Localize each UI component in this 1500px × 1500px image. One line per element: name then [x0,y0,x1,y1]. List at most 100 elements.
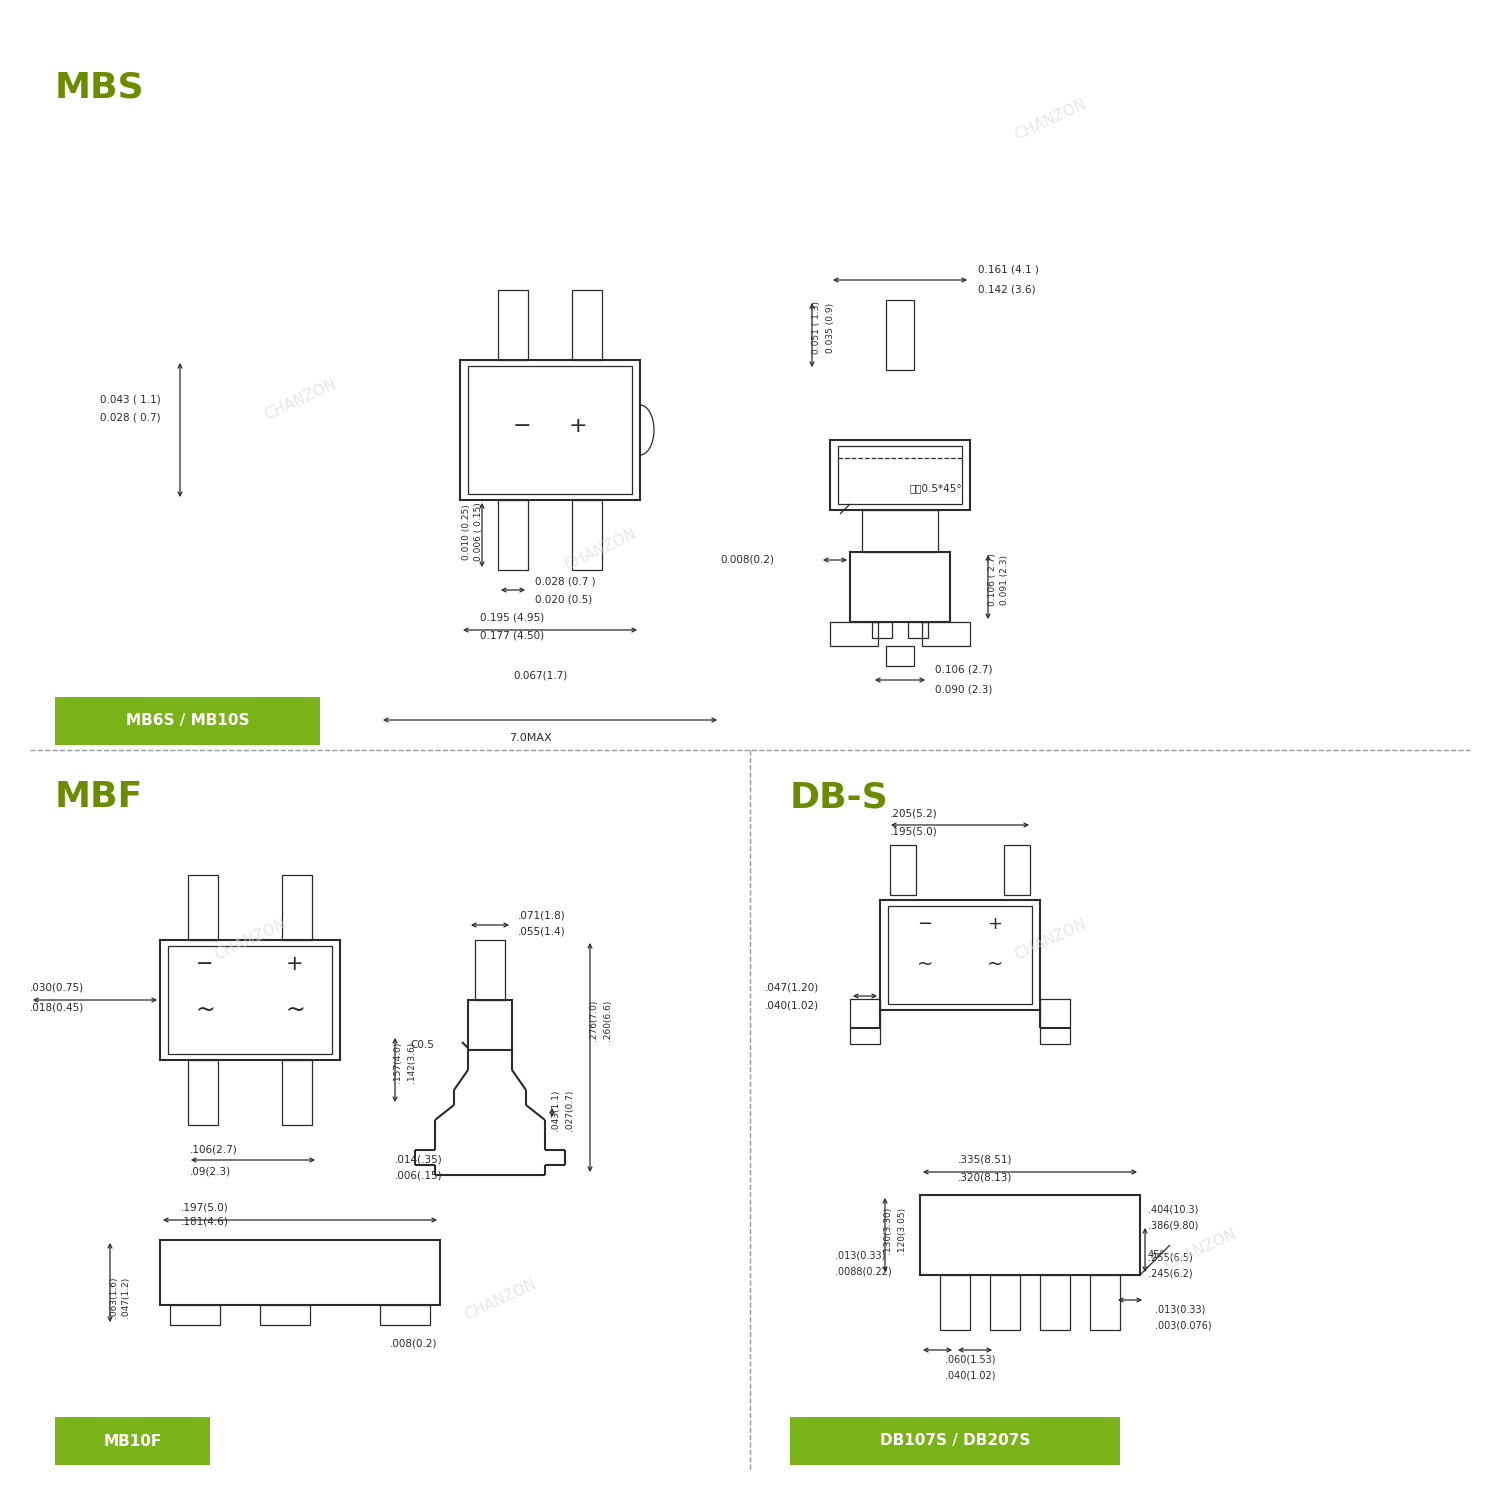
Text: CHANZON: CHANZON [462,1276,538,1323]
Text: CHANZON: CHANZON [261,376,339,423]
Text: 0.106 (2.7): 0.106 (2.7) [934,664,993,675]
Bar [886,300,914,370]
Bar [572,290,602,360]
Bar [460,360,640,500]
Text: 7.0MAX: 7.0MAX [509,734,552,742]
Text: .120(3.05): .120(3.05) [897,1206,906,1254]
Text: 0.195 (4.95): 0.195 (4.95) [480,614,544,622]
Text: MB6S / MB10S: MB6S / MB10S [126,714,249,729]
Text: CHANZON: CHANZON [1011,98,1089,142]
Text: 0.028 ( 0.7): 0.028 ( 0.7) [100,413,160,423]
Text: .09(2.3): .09(2.3) [190,1167,231,1178]
Bar [56,1418,210,1466]
Text: .013(0.33): .013(0.33) [1155,1305,1206,1316]
Text: .404(10.3): .404(10.3) [1148,1204,1198,1215]
Bar [830,622,878,646]
Text: .027(0.7): .027(0.7) [564,1089,573,1131]
Bar [282,874,312,940]
Bar [1040,1275,1070,1330]
Bar [990,1275,1020,1330]
Bar [839,446,962,504]
Text: .106(2.7): .106(2.7) [190,1144,237,1155]
Text: .047(1.2): .047(1.2) [122,1276,130,1317]
Bar [260,1305,310,1324]
Bar [850,999,880,1044]
Text: .055(1.4): .055(1.4) [518,927,566,938]
Text: .245(6.2): .245(6.2) [1148,1269,1192,1280]
Text: .040(1.02): .040(1.02) [765,1000,819,1010]
Text: .276(7.0): .276(7.0) [590,999,598,1041]
Text: MBS: MBS [56,70,144,104]
Text: .018(0.45): .018(0.45) [30,1004,84,1013]
Text: 倒角0.5*45°: 倒角0.5*45° [910,483,963,494]
Text: 0.106 ( 2.7): 0.106 ( 2.7) [987,554,996,606]
Text: 0.043 ( 1.1): 0.043 ( 1.1) [100,394,160,405]
Text: CHANZON: CHANZON [561,526,639,573]
Text: ~: ~ [987,954,1004,974]
Text: .014(.35): .014(.35) [394,1155,442,1166]
Bar [922,622,970,646]
Bar [188,1060,218,1125]
Bar [920,1196,1140,1275]
Text: .060(1.53): .060(1.53) [945,1354,996,1365]
Text: .335(8.51): .335(8.51) [958,1155,1012,1166]
Text: −: − [918,915,933,933]
Text: .255(6.5): .255(6.5) [1148,1252,1192,1263]
Text: DB107S / DB207S: DB107S / DB207S [880,1434,1031,1449]
Text: .130(3.30): .130(3.30) [884,1206,892,1254]
Bar [168,946,332,1054]
Bar [160,940,340,1060]
Bar [56,698,320,746]
Text: .047(1.20): .047(1.20) [765,982,819,993]
Text: 0.142 (3.6): 0.142 (3.6) [978,285,1035,296]
Text: .142(3.6): .142(3.6) [406,1041,416,1083]
Text: CHANZON: CHANZON [211,916,288,963]
Text: .260(6.6): .260(6.6) [603,999,612,1041]
Text: 0.161 (4.1 ): 0.161 (4.1 ) [978,266,1040,274]
Text: .071(1.8): .071(1.8) [518,910,566,920]
Text: −: − [196,954,213,974]
Text: 0.035 (0.9): 0.035 (0.9) [825,303,834,352]
Bar [850,552,950,622]
Text: 0.051 ( 1.3): 0.051 ( 1.3) [813,302,822,354]
Text: ~: ~ [285,998,304,1022]
Text: .205(5.2): .205(5.2) [890,808,938,819]
Bar [498,500,528,570]
Text: 0.010 (0.25): 0.010 (0.25) [462,504,471,560]
Text: CHANZON: CHANZON [1161,1227,1239,1274]
Text: 0.006 ( 0.15): 0.006 ( 0.15) [474,503,483,561]
Text: .013(0.33): .013(0.33) [836,1250,885,1260]
Bar [880,900,1040,1010]
Bar [908,622,928,638]
Text: .003(0.076): .003(0.076) [1155,1322,1212,1330]
Bar [871,622,892,638]
Bar [572,500,602,570]
Bar [468,1000,512,1050]
Text: −: − [513,416,531,436]
Text: 0.090 (2.3): 0.090 (2.3) [934,686,993,694]
Text: .006(.15): .006(.15) [394,1170,442,1180]
Bar [170,1305,220,1324]
Text: .0088(0.22): .0088(0.22) [836,1266,891,1276]
Bar [890,844,916,895]
Text: .043(1.1): .043(1.1) [552,1089,561,1131]
Text: DB-S: DB-S [790,780,888,814]
Text: MBF: MBF [56,780,144,814]
Bar [886,646,914,666]
Bar [862,510,938,552]
Text: .040(1.02): .040(1.02) [945,1371,996,1382]
Text: 0.067(1.7): 0.067(1.7) [513,670,567,680]
Text: 0.091 (2.3): 0.091 (2.3) [1000,555,1010,604]
Bar [498,290,528,360]
Bar [380,1305,430,1324]
Text: .063(1.6): .063(1.6) [108,1276,117,1318]
Bar [468,366,632,494]
Text: 0.008(0.2): 0.008(0.2) [720,555,774,566]
Text: .030(0.75): .030(0.75) [30,982,84,993]
Text: +: + [568,416,588,436]
Text: 0.177 (4.50): 0.177 (4.50) [480,632,544,640]
Bar [940,1275,970,1330]
Text: +: + [987,915,1002,933]
Text: .386(9.80): .386(9.80) [1148,1221,1198,1232]
Bar [1004,844,1031,895]
